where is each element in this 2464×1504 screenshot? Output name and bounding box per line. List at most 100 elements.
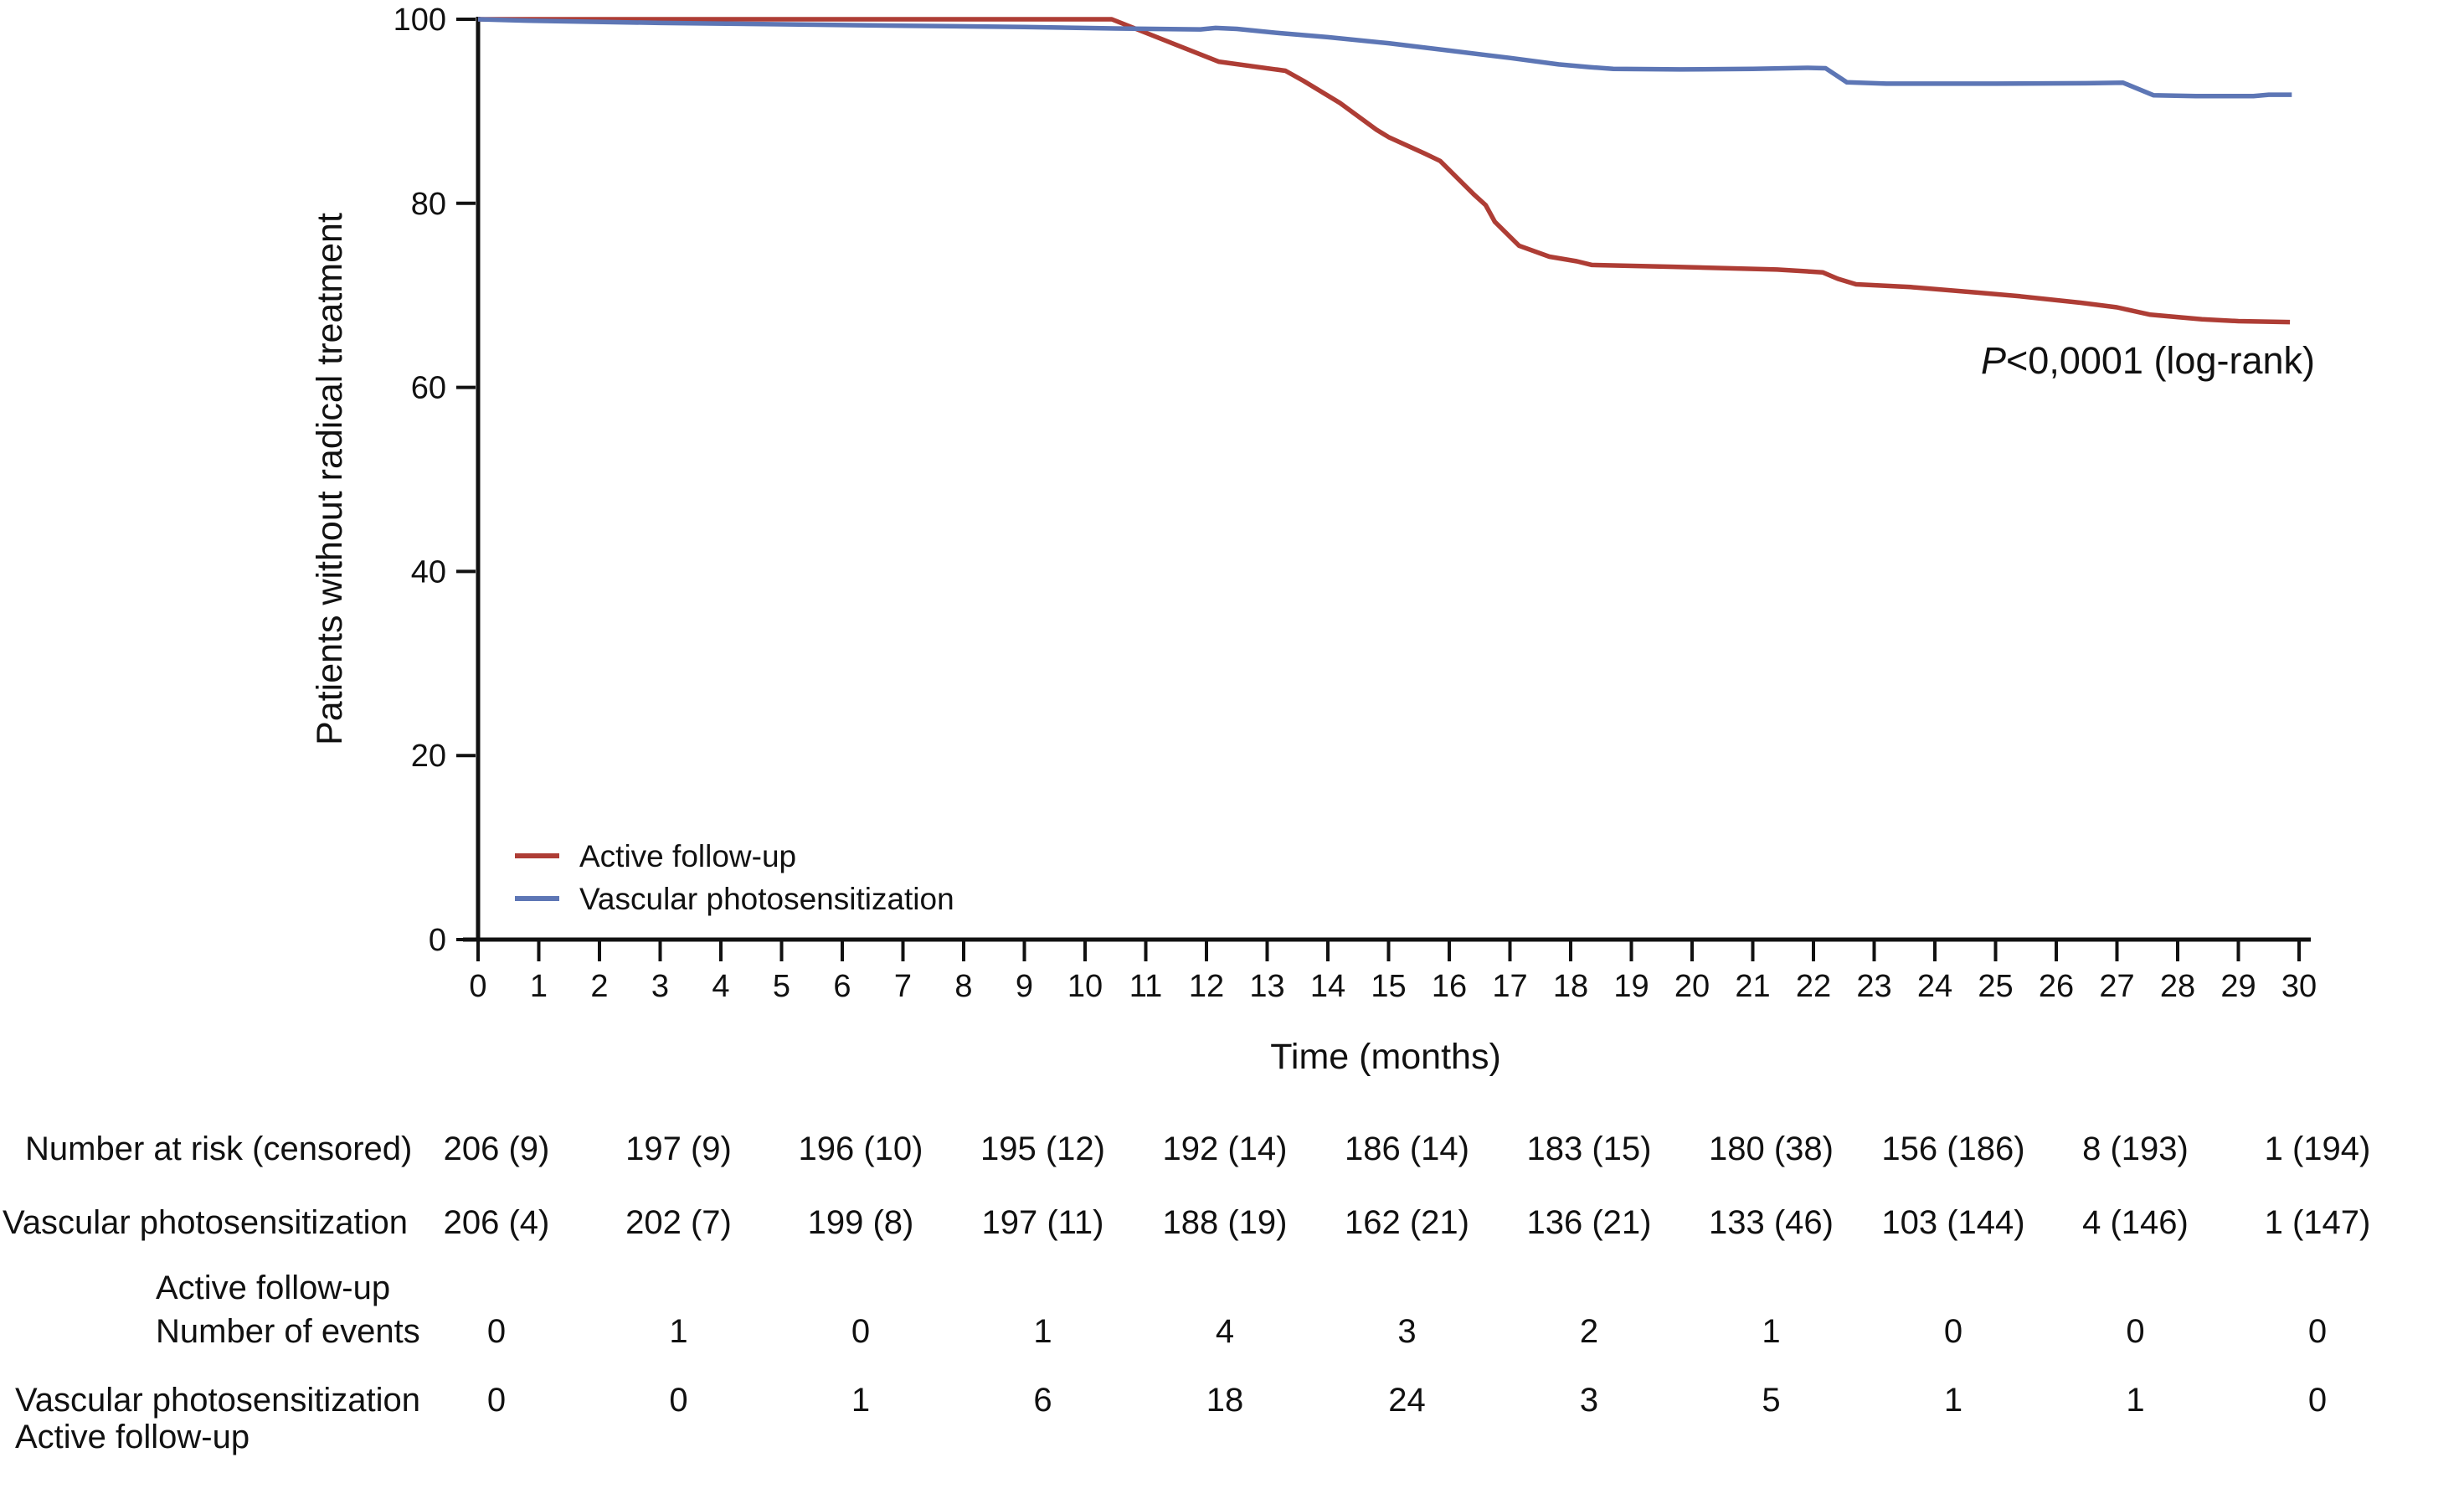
y-tick-label: 40 bbox=[411, 554, 446, 590]
x-tick-label: 21 bbox=[1735, 969, 1770, 1004]
risk-table-cell: 136 (21) bbox=[1527, 1204, 1652, 1241]
risk-table-cell: 188 (19) bbox=[1163, 1204, 1288, 1241]
risk-table-cell: 1 bbox=[2126, 1382, 2144, 1419]
x-tick-label: 16 bbox=[1432, 969, 1467, 1004]
p-value-annotation: P<0,0001 (log-rank) bbox=[1981, 339, 2315, 382]
x-tick-label: 24 bbox=[1917, 969, 1952, 1004]
risk-table-cell: 206 (9) bbox=[444, 1131, 550, 1167]
x-tick-label: 28 bbox=[2160, 969, 2195, 1004]
x-tick-label: 17 bbox=[1492, 969, 1527, 1004]
risk-table-cell: 1 (147) bbox=[2265, 1204, 2371, 1241]
events-row-label-vascular-photosensitization: Vascular photosensitization bbox=[15, 1382, 420, 1419]
risk-table-cell: 202 (7) bbox=[625, 1204, 732, 1241]
risk-table-cell: 2 bbox=[1580, 1313, 1598, 1350]
x-tick-label: 12 bbox=[1189, 969, 1224, 1004]
x-tick-label: 26 bbox=[2039, 969, 2074, 1004]
x-tick-label: 14 bbox=[1310, 969, 1345, 1004]
x-tick-label: 23 bbox=[1856, 969, 1891, 1004]
x-axis-ticks: 0 1 2 3 4 5 6 7 8 9 10 11 12 13 14 15 16 17 18 19 20 21 22 23 24… bbox=[469, 941, 2317, 1004]
x-tick-label: 27 bbox=[2099, 969, 2134, 1004]
risk-table-labels: Number at risk (censored) Vascular photo… bbox=[3, 1131, 420, 1455]
risk-table-cell: 0 bbox=[487, 1382, 506, 1419]
x-tick-label: 15 bbox=[1371, 969, 1406, 1004]
risk-table-cell: 1 (194) bbox=[2265, 1131, 2371, 1167]
x-tick-label: 4 bbox=[712, 969, 729, 1004]
risk-table-cell: 103 (144) bbox=[1881, 1204, 2024, 1241]
risk-table-cell: 196 (10) bbox=[799, 1131, 923, 1167]
p-value-symbol: P bbox=[1981, 339, 2006, 382]
x-tick-label: 8 bbox=[954, 969, 972, 1004]
risk-table-cell: 0 bbox=[669, 1382, 687, 1419]
survival-curves bbox=[477, 17, 2292, 325]
x-tick-label: 13 bbox=[1249, 969, 1284, 1004]
risk-table-cell: 133 (46) bbox=[1709, 1204, 1834, 1241]
risk-table-cell: 162 (21) bbox=[1345, 1204, 1469, 1241]
risk-row-label-vascular-photosensitization: Vascular photosensitization bbox=[3, 1204, 408, 1241]
x-tick-label: 20 bbox=[1674, 969, 1710, 1004]
y-tick-label: 80 bbox=[411, 187, 446, 222]
x-tick-label: 11 bbox=[1129, 969, 1162, 1004]
risk-table-cell: 18 bbox=[1206, 1382, 1244, 1419]
risk-table-cell: 1 bbox=[1033, 1313, 1052, 1350]
risk-table-cell: 6 bbox=[1033, 1382, 1052, 1419]
x-tick-label: 29 bbox=[2220, 969, 2256, 1004]
risk-table-cell: 5 bbox=[1762, 1382, 1780, 1419]
x-tick-label: 7 bbox=[894, 969, 912, 1004]
legend-label-active-follow-up: Active follow-up bbox=[579, 839, 796, 873]
risk-table-cell: 206 (4) bbox=[444, 1204, 550, 1241]
y-tick-label: 60 bbox=[411, 371, 446, 406]
x-tick-label: 19 bbox=[1613, 969, 1649, 1004]
legend-label-vascular-photosensitization: Vascular photosensitization bbox=[579, 882, 954, 916]
risk-table-cell: 24 bbox=[1388, 1382, 1426, 1419]
risk-table-values: 206 (9) 197 (9) 196 (10) 195 (12) 192 (14) 18… bbox=[444, 1131, 2371, 1419]
risk-table-cell: 4 bbox=[1216, 1313, 1234, 1350]
series-line-vascular-photosensitization bbox=[477, 17, 2292, 99]
y-axis-title: Patients without radical treatment bbox=[310, 213, 350, 745]
y-tick-label: 20 bbox=[411, 739, 446, 774]
risk-table-cell: 0 bbox=[2308, 1313, 2327, 1350]
risk-table-cell: 3 bbox=[1397, 1313, 1416, 1350]
risk-table-cell: 0 bbox=[2126, 1313, 2144, 1350]
risk-table-cell: 1 bbox=[1762, 1313, 1780, 1350]
x-tick-label: 30 bbox=[2281, 969, 2317, 1004]
risk-table-cell: 156 (186) bbox=[1881, 1131, 2024, 1167]
p-value-text: <0,0001 (log-rank) bbox=[2006, 339, 2315, 382]
x-tick-label: 25 bbox=[1978, 969, 2013, 1004]
x-tick-label: 6 bbox=[833, 969, 851, 1004]
x-tick-label: 2 bbox=[590, 969, 608, 1004]
events-row-label-number-of-events: Number of events bbox=[156, 1313, 420, 1350]
x-tick-label: 10 bbox=[1067, 969, 1103, 1004]
x-tick-label: 3 bbox=[651, 969, 669, 1004]
risk-table-cell: 197 (9) bbox=[625, 1131, 732, 1167]
risk-table-cell: 197 (11) bbox=[981, 1204, 1103, 1241]
risk-table-cell: 180 (38) bbox=[1709, 1131, 1834, 1167]
events-row-label-active-follow-up: Active follow-up bbox=[156, 1270, 390, 1306]
risk-table-cell: 0 bbox=[851, 1313, 870, 1350]
x-tick-label: 0 bbox=[469, 969, 486, 1004]
x-tick-label: 9 bbox=[1016, 969, 1033, 1004]
y-axis-ticks: 0 20 40 60 80 100 bbox=[394, 3, 476, 958]
risk-table-cell: 0 bbox=[487, 1313, 506, 1350]
risk-table-cell: 192 (14) bbox=[1163, 1131, 1288, 1167]
risk-table-cell: 1 bbox=[851, 1382, 870, 1419]
x-axis-title: Time (months) bbox=[1270, 1037, 1501, 1077]
risk-table-cell: 8 (193) bbox=[2082, 1131, 2189, 1167]
y-tick-label: 100 bbox=[394, 3, 446, 38]
risk-table-cell: 3 bbox=[1580, 1382, 1598, 1419]
risk-table-cell: 0 bbox=[2308, 1382, 2327, 1419]
x-tick-label: 5 bbox=[773, 969, 790, 1004]
risk-row-label-number-at-risk: Number at risk (censored) bbox=[25, 1131, 412, 1167]
series-line-active-follow-up bbox=[478, 17, 2291, 325]
risk-table-cell: 4 (146) bbox=[2082, 1204, 2189, 1241]
x-tick-label: 1 bbox=[530, 969, 548, 1004]
risk-table-cell: 183 (15) bbox=[1527, 1131, 1652, 1167]
x-tick-label: 18 bbox=[1553, 969, 1588, 1004]
risk-table-cell: 186 (14) bbox=[1345, 1131, 1469, 1167]
events-row-label-active-follow-up-2: Active follow-up bbox=[15, 1419, 249, 1455]
y-tick-label: 0 bbox=[429, 923, 446, 958]
legend: Active follow-up Vascular photosensitiza… bbox=[515, 839, 954, 916]
risk-table-cell: 1 bbox=[669, 1313, 687, 1350]
x-tick-label: 22 bbox=[1796, 969, 1831, 1004]
